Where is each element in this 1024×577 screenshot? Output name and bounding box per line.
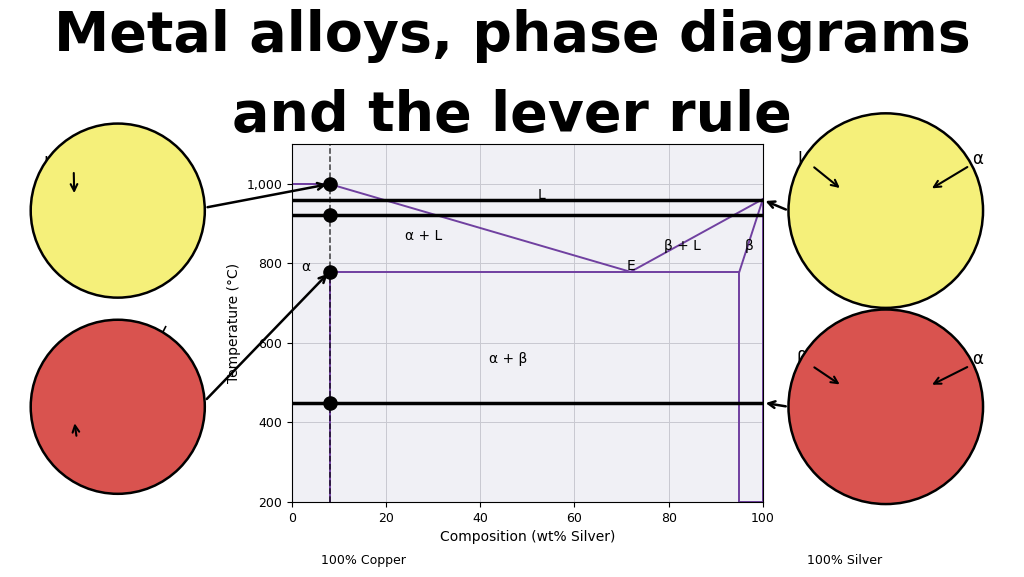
Ellipse shape <box>856 234 887 256</box>
Text: β: β <box>797 350 807 368</box>
Ellipse shape <box>902 350 919 357</box>
Ellipse shape <box>828 199 856 222</box>
Text: β + L: β + L <box>665 239 701 253</box>
Ellipse shape <box>897 424 913 429</box>
Text: E: E <box>627 259 635 273</box>
Text: 100% Silver: 100% Silver <box>807 553 883 567</box>
Ellipse shape <box>858 404 874 409</box>
Text: L: L <box>43 155 53 174</box>
Ellipse shape <box>903 397 916 407</box>
Ellipse shape <box>844 456 860 464</box>
Ellipse shape <box>820 356 835 360</box>
Ellipse shape <box>862 340 881 347</box>
Ellipse shape <box>853 156 890 183</box>
Text: L: L <box>538 188 546 202</box>
Ellipse shape <box>826 168 848 185</box>
Text: α: α <box>973 350 983 368</box>
Text: α + β: α + β <box>489 352 527 366</box>
Text: α: α <box>973 149 983 168</box>
Ellipse shape <box>828 432 846 440</box>
Ellipse shape <box>888 370 903 375</box>
Text: Metal alloys, phase diagrams: Metal alloys, phase diagrams <box>53 9 971 63</box>
Y-axis label: Temperature (°C): Temperature (°C) <box>226 263 241 383</box>
Ellipse shape <box>828 403 836 420</box>
Ellipse shape <box>909 237 936 258</box>
X-axis label: Composition (wt% Silver): Composition (wt% Silver) <box>439 530 615 544</box>
Ellipse shape <box>933 436 945 446</box>
Ellipse shape <box>849 373 864 383</box>
Ellipse shape <box>939 410 949 423</box>
Point <box>322 179 338 189</box>
Ellipse shape <box>934 357 945 369</box>
Ellipse shape <box>890 201 916 220</box>
Point <box>322 398 338 407</box>
Ellipse shape <box>907 173 938 194</box>
Text: α + L: α + L <box>406 228 442 243</box>
Ellipse shape <box>824 349 840 358</box>
Text: α: α <box>301 260 310 275</box>
Text: 100% Copper: 100% Copper <box>322 553 406 567</box>
Ellipse shape <box>925 458 935 469</box>
Text: L: L <box>797 149 807 168</box>
Text: α: α <box>43 436 53 455</box>
Text: and the lever rule: and the lever rule <box>232 89 792 144</box>
Ellipse shape <box>818 380 827 395</box>
Text: β: β <box>744 239 753 253</box>
Ellipse shape <box>888 457 903 464</box>
Ellipse shape <box>929 385 940 399</box>
Ellipse shape <box>864 425 878 437</box>
Point <box>322 267 338 276</box>
Point <box>322 211 338 220</box>
